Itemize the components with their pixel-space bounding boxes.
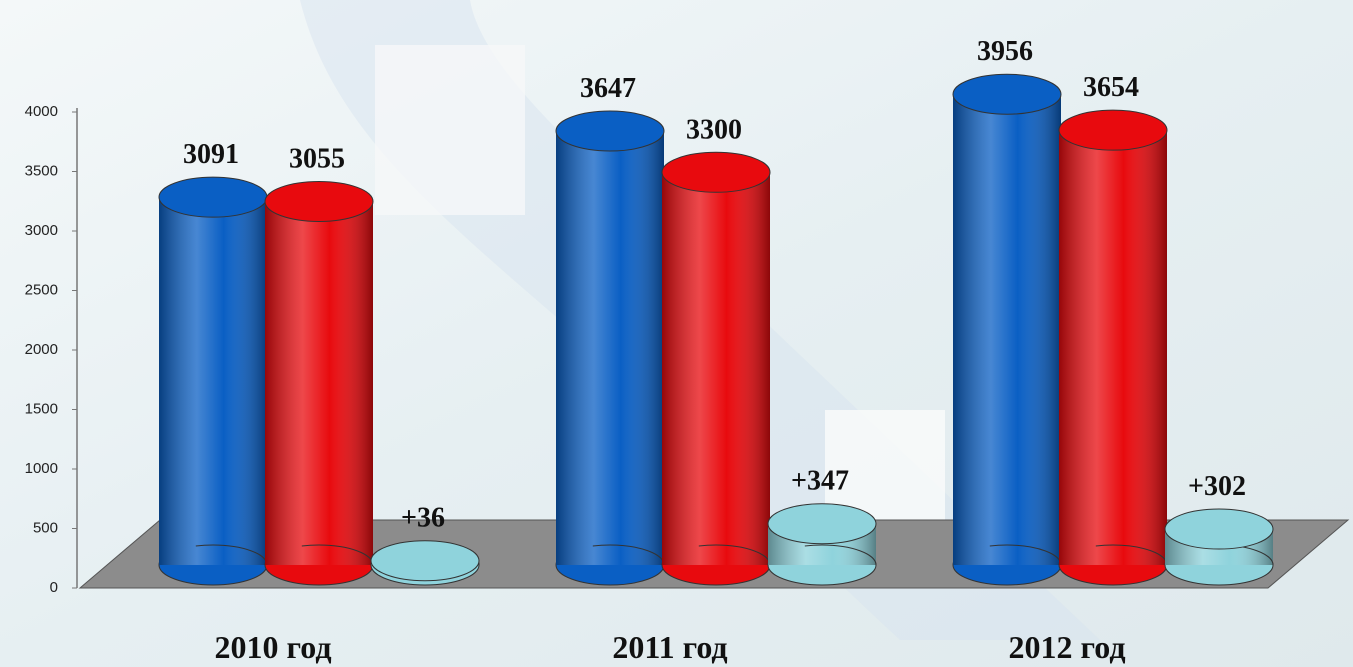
y-tick-label: 1500 (25, 400, 58, 417)
x-tick-label: 2011 год (612, 629, 727, 665)
bar-shading (556, 131, 664, 565)
value-label: 3956 (977, 36, 1033, 67)
cylinder-top (264, 180, 374, 222)
bar-shading (953, 94, 1061, 566)
y-tick-label: 3500 (25, 162, 58, 179)
cylinder-top (767, 503, 877, 545)
value-label: 3300 (686, 114, 742, 145)
value-label: +302 (1188, 471, 1246, 502)
y-tick-label: 4000 (25, 103, 58, 120)
cylinder-top (661, 151, 771, 193)
cylinder-top (1164, 508, 1274, 550)
value-label: 3654 (1083, 72, 1139, 103)
y-tick-label: 1000 (25, 460, 58, 477)
cylinder-top (1058, 109, 1168, 151)
cylinder-top (158, 176, 268, 218)
y-tick-label: 2000 (25, 341, 58, 358)
background-decoration (375, 45, 525, 215)
x-tick-label: 2010 год (215, 629, 332, 665)
cylinder-top (952, 73, 1062, 115)
cylinder-bottom-edge (767, 544, 877, 586)
bar-shading (662, 172, 770, 566)
value-label: +347 (791, 466, 849, 497)
bar-shading (1059, 130, 1167, 565)
bar-shading (265, 201, 373, 565)
y-tick-label: 2500 (25, 281, 58, 298)
bar-shading (159, 197, 267, 565)
cylinder-top (370, 540, 480, 582)
y-tick-label: 3000 (25, 222, 58, 239)
background-decoration (825, 410, 945, 520)
value-label: 3055 (289, 143, 345, 174)
value-label: 3647 (580, 73, 636, 104)
y-tick-label: 0 (50, 579, 58, 596)
cylinder-top (555, 110, 665, 152)
x-tick-label: 2012 год (1009, 629, 1126, 665)
y-tick-label: 500 (33, 519, 58, 536)
value-label: 3091 (183, 139, 239, 170)
value-label: +36 (401, 503, 445, 534)
